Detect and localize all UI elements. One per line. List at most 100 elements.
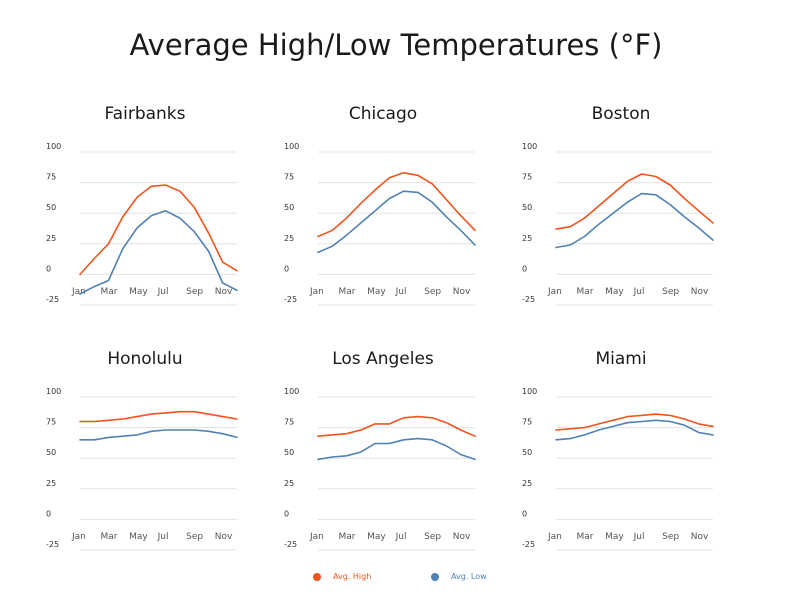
- x-tick-label: Nov: [215, 532, 233, 542]
- y-tick-label: 75: [522, 173, 532, 182]
- x-tick-label: Nov: [691, 287, 709, 297]
- y-tick-label: 50: [522, 448, 532, 457]
- y-tick-label: 50: [46, 203, 56, 212]
- x-tick-label: Nov: [691, 532, 709, 542]
- y-tick-label: 100: [46, 387, 61, 396]
- panel-title: Chicago: [348, 104, 418, 124]
- y-tick-label: 0: [46, 264, 51, 273]
- y-tick-label: 100: [284, 142, 299, 151]
- y-tick-label: 100: [284, 387, 299, 396]
- legend-swatch-low: [431, 572, 439, 581]
- series-line-high: [555, 413, 714, 431]
- x-tick-label: Jan: [309, 532, 324, 542]
- series-line-low: [555, 192, 714, 249]
- x-tick-label: Jul: [633, 532, 645, 542]
- panel-miami: Miami 100 75 50 25 0 -25 Jan Mar May Jul Sep Nov: [516, 345, 726, 570]
- panel-title: Honolulu: [107, 349, 183, 369]
- line-chart-boston: 100 75 50 25 0 -25 Jan Mar May Jul Sep Nov: [522, 142, 714, 306]
- series-line-high: [317, 172, 476, 238]
- legend-label-high: Avg. High: [333, 572, 372, 581]
- y-tick-label: 75: [46, 173, 56, 182]
- x-tick-label: Jul: [157, 532, 169, 542]
- y-tick-label: 100: [522, 387, 537, 396]
- x-tick-label: Jul: [395, 287, 407, 297]
- line-chart-miami: 100 75 50 25 0 -25 Jan Mar May Jul Sep Nov: [522, 387, 714, 551]
- legend-item-low: Avg. Low: [431, 572, 487, 581]
- y-tick-label: 75: [284, 173, 294, 182]
- x-tick-label: Sep: [186, 532, 203, 542]
- y-tick-label: 25: [46, 234, 56, 243]
- x-tick-label: Mar: [577, 287, 594, 297]
- x-tick-label: May: [129, 287, 148, 297]
- panel-chicago: Chicago 100 75 50 25 0 -25 Jan Mar May Jul Sep Nov: [278, 100, 488, 325]
- x-tick-label: Sep: [662, 532, 679, 542]
- panel-honolulu: Honolulu 100 75 50 25 0 -25 Jan Mar May Jul Sep Nov: [40, 345, 250, 570]
- x-tick-label: Sep: [424, 532, 441, 542]
- y-tick-label: 0: [284, 509, 289, 518]
- legend-item-high: Avg. High: [313, 572, 371, 581]
- y-tick-label: 100: [46, 142, 61, 151]
- y-tick-label: 50: [284, 203, 294, 212]
- y-tick-label: 75: [46, 418, 56, 427]
- y-tick-label: 0: [284, 264, 289, 273]
- x-tick-label: Jan: [71, 287, 86, 297]
- x-tick-label: May: [367, 532, 386, 542]
- series-line-low: [555, 419, 714, 441]
- line-chart-honolulu: 100 75 50 25 0 -25 Jan Mar May Jul Sep Nov: [46, 387, 238, 551]
- line-chart-fairbanks: 100 75 50 25 0 -25 Jan Mar May Jul Sep Nov: [46, 142, 238, 306]
- y-tick-label: 50: [284, 448, 294, 457]
- x-tick-label: Mar: [577, 532, 594, 542]
- panel-boston: Boston 100 75 50 25 0 -25 Jan Mar May Jul Sep Nov: [516, 100, 726, 325]
- x-tick-label: Sep: [186, 287, 203, 297]
- x-tick-label: Jan: [547, 532, 562, 542]
- x-tick-label: May: [129, 532, 148, 542]
- x-tick-label: May: [367, 287, 386, 297]
- y-tick-label: 50: [46, 448, 56, 457]
- panel-title: Fairbanks: [104, 104, 186, 124]
- series-line-high: [79, 184, 238, 276]
- chart-title: Average High/Low Temperatures (°F): [129, 28, 663, 62]
- y-tick-label: -25: [46, 540, 59, 549]
- x-tick-label: Mar: [101, 532, 118, 542]
- panel-title: Boston: [591, 104, 651, 124]
- y-tick-label: 75: [284, 418, 294, 427]
- y-tick-label: -25: [284, 540, 297, 549]
- y-tick-label: 25: [284, 234, 294, 243]
- y-tick-label: 100: [522, 142, 537, 151]
- series-line-low: [317, 437, 476, 461]
- x-tick-label: Mar: [101, 287, 118, 297]
- y-tick-label: 50: [522, 203, 532, 212]
- x-tick-label: Sep: [424, 287, 441, 297]
- x-tick-label: Jan: [309, 287, 324, 297]
- x-tick-label: Jul: [157, 287, 169, 297]
- y-tick-label: 25: [522, 234, 532, 243]
- series-line-low: [317, 190, 476, 254]
- line-chart-los-angeles: 100 75 50 25 0 -25 Jan Mar May Jul Sep Nov: [284, 387, 476, 551]
- line-chart-chicago: 100 75 50 25 0 -25 Jan Mar May Jul Sep Nov: [284, 142, 476, 306]
- x-tick-label: Jul: [633, 287, 645, 297]
- x-tick-label: Sep: [662, 287, 679, 297]
- panel-title: Los Angeles: [332, 349, 434, 369]
- y-tick-label: 25: [284, 479, 294, 488]
- series-line-low: [79, 210, 238, 295]
- series-line-low: [79, 429, 238, 441]
- y-tick-label: -25: [522, 295, 535, 304]
- series-line-high: [317, 415, 476, 437]
- series-line-high: [79, 410, 238, 423]
- x-tick-label: Jan: [547, 287, 562, 297]
- y-tick-label: 0: [522, 264, 527, 273]
- legend-swatch-high: [313, 572, 321, 581]
- y-tick-label: -25: [46, 295, 59, 304]
- y-tick-label: 0: [46, 509, 51, 518]
- series-line-high: [555, 173, 714, 230]
- x-tick-label: Mar: [339, 532, 356, 542]
- panel-title: Miami: [595, 349, 647, 369]
- x-tick-label: Jul: [395, 532, 407, 542]
- x-tick-label: May: [605, 532, 624, 542]
- y-tick-label: 25: [46, 479, 56, 488]
- x-tick-label: Nov: [453, 287, 471, 297]
- legend-label-low: Avg. Low: [451, 572, 487, 581]
- x-tick-label: Nov: [215, 287, 233, 297]
- y-tick-label: -25: [522, 540, 535, 549]
- x-tick-label: May: [605, 287, 624, 297]
